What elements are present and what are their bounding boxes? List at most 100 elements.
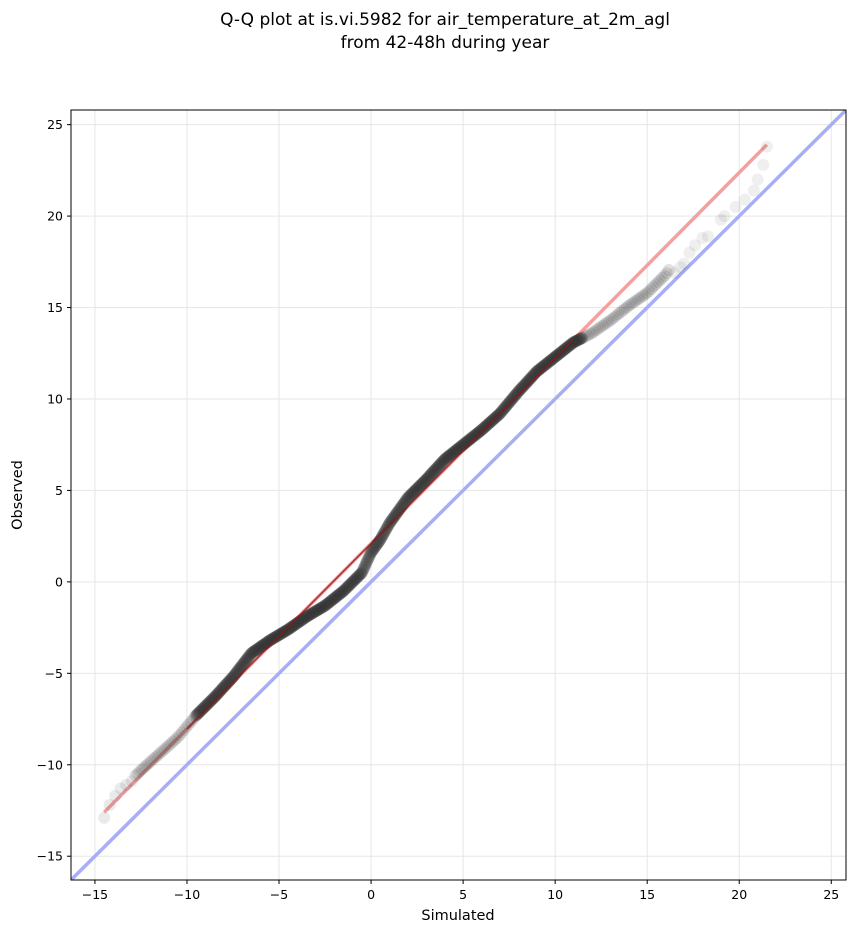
quantile-point: [481, 419, 494, 432]
quantile-point: [361, 554, 374, 567]
quantile-point: [175, 726, 188, 739]
quantile-point: [683, 246, 696, 259]
quantile-point: [561, 341, 574, 354]
quantile-point: [647, 280, 660, 293]
quantile-point: [638, 288, 651, 301]
quantile-point: [186, 713, 199, 726]
quantile-point: [509, 388, 522, 401]
quantile-point: [233, 662, 246, 675]
quantile-point: [500, 399, 513, 412]
quantile-point: [422, 471, 435, 484]
quantile-point: [428, 464, 441, 477]
quantile-point: [521, 375, 534, 388]
quantile-point: [377, 528, 390, 541]
quantile-point: [616, 304, 629, 317]
quantile-point: [279, 625, 292, 638]
quantile-point: [423, 469, 436, 482]
quantile-point: [517, 379, 530, 392]
quantile-point: [576, 331, 589, 344]
quantile-point: [401, 491, 414, 504]
quantile-point: [350, 572, 363, 585]
quantile-point: [182, 718, 195, 731]
quantile-point: [325, 594, 338, 607]
quantile-point: [323, 595, 336, 608]
quantile-point: [386, 513, 399, 526]
quantile-point: [406, 487, 419, 500]
quantile-point: [300, 610, 313, 623]
quantile-point: [631, 293, 644, 306]
quantile-point: [689, 239, 702, 252]
quantile-point: [200, 699, 213, 712]
quantile-point: [447, 446, 460, 459]
quantile-point: [247, 645, 260, 658]
quantile-point: [153, 747, 166, 760]
quantile-point: [511, 386, 524, 399]
quantile-point: [399, 495, 412, 508]
quantile-point: [440, 451, 453, 464]
quantile-point: [369, 540, 382, 553]
quantile-point: [164, 737, 177, 750]
quantile-point: [524, 372, 537, 385]
quantile-point: [535, 361, 548, 374]
quantile-point: [208, 691, 221, 704]
quantile-point: [147, 753, 160, 766]
quantile-point: [738, 193, 751, 206]
quantile-point: [289, 618, 302, 631]
quantile-point: [512, 385, 525, 398]
quantile-point: [331, 589, 344, 602]
quantile-point: [402, 490, 415, 503]
quantile-point: [211, 688, 224, 701]
quantile-point: [760, 140, 773, 153]
quantile-point: [432, 460, 445, 473]
quantile-point: [203, 695, 216, 708]
quantile-point: [502, 397, 515, 410]
quantile-point: [566, 337, 579, 350]
quantile-point: [427, 465, 440, 478]
quantile-point: [526, 370, 539, 383]
quantile-point: [288, 618, 301, 631]
quantile-point: [668, 266, 681, 279]
quantile-point: [193, 705, 206, 718]
quantile-point: [471, 426, 484, 439]
quantile-point: [317, 600, 330, 613]
quantile-point: [481, 418, 494, 431]
quantile-point: [426, 466, 439, 479]
quantile-point: [204, 694, 217, 707]
identity-line: [71, 110, 846, 880]
quantile-point: [307, 606, 320, 619]
quantile-point: [329, 591, 342, 604]
plot-area-frame: [70, 109, 847, 881]
quantile-point: [656, 271, 669, 284]
quantile-point: [332, 588, 345, 601]
quantile-point: [417, 476, 430, 489]
quantile-point: [206, 692, 219, 705]
quantile-point: [131, 767, 144, 780]
quantile-point: [418, 475, 431, 488]
quantile-point: [334, 587, 347, 600]
quantile-point: [474, 424, 487, 437]
quantile-point: [254, 640, 267, 653]
quantile-point: [636, 290, 649, 303]
quantile-point: [202, 697, 215, 710]
x-axis-label: Simulated: [421, 908, 494, 924]
quantile-point: [571, 334, 584, 347]
quantile-point: [271, 630, 284, 643]
quantile-point: [410, 483, 423, 496]
quantile-point: [342, 579, 355, 592]
quantile-point: [348, 574, 361, 587]
quantile-point: [256, 639, 269, 652]
quantile-point: [360, 556, 373, 569]
quantile-point: [537, 360, 550, 373]
quantile-point: [283, 622, 296, 635]
quantile-point: [390, 507, 403, 520]
quantile-point: [346, 575, 359, 588]
quantile-point: [287, 619, 300, 632]
quantile-point: [379, 523, 392, 536]
quantile-point: [319, 598, 332, 611]
quantile-point: [570, 334, 583, 347]
quantile-point: [438, 453, 451, 466]
quantile-point: [285, 620, 298, 633]
quantile-point: [414, 478, 427, 491]
y-tick-label: 20: [47, 209, 63, 224]
quantile-point: [478, 421, 491, 434]
